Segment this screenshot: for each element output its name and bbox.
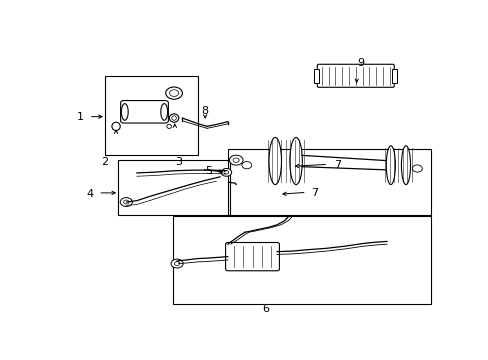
Circle shape <box>224 171 228 174</box>
Text: 3: 3 <box>175 157 182 167</box>
Bar <box>173 216 430 304</box>
Circle shape <box>165 87 182 99</box>
Circle shape <box>123 200 129 204</box>
Ellipse shape <box>161 104 167 120</box>
Bar <box>314 69 319 83</box>
Ellipse shape <box>171 116 176 120</box>
Ellipse shape <box>386 146 395 185</box>
Circle shape <box>233 158 239 162</box>
FancyBboxPatch shape <box>317 64 393 87</box>
Text: 5: 5 <box>205 166 212 176</box>
Text: 7: 7 <box>311 188 318 198</box>
Text: 8: 8 <box>201 106 208 116</box>
Bar <box>118 159 229 215</box>
Circle shape <box>171 259 183 268</box>
Bar <box>391 69 396 83</box>
Bar <box>104 76 197 156</box>
FancyBboxPatch shape <box>121 100 168 123</box>
Circle shape <box>229 155 243 165</box>
Text: 6: 6 <box>262 304 269 314</box>
Ellipse shape <box>169 114 179 122</box>
Circle shape <box>120 198 132 207</box>
Text: 1: 1 <box>77 112 84 122</box>
Ellipse shape <box>268 138 281 185</box>
Text: 9: 9 <box>356 58 364 68</box>
Circle shape <box>411 165 422 172</box>
Text: 7: 7 <box>333 160 341 170</box>
Ellipse shape <box>112 122 120 131</box>
Bar <box>227 149 430 215</box>
Ellipse shape <box>121 104 128 120</box>
Ellipse shape <box>401 146 410 185</box>
Circle shape <box>221 168 231 176</box>
Text: 2: 2 <box>101 157 108 167</box>
Text: 4: 4 <box>86 189 93 199</box>
Circle shape <box>242 162 251 169</box>
FancyBboxPatch shape <box>225 243 279 271</box>
Ellipse shape <box>289 138 302 185</box>
Ellipse shape <box>166 124 171 129</box>
Circle shape <box>174 262 180 266</box>
Circle shape <box>169 90 178 96</box>
